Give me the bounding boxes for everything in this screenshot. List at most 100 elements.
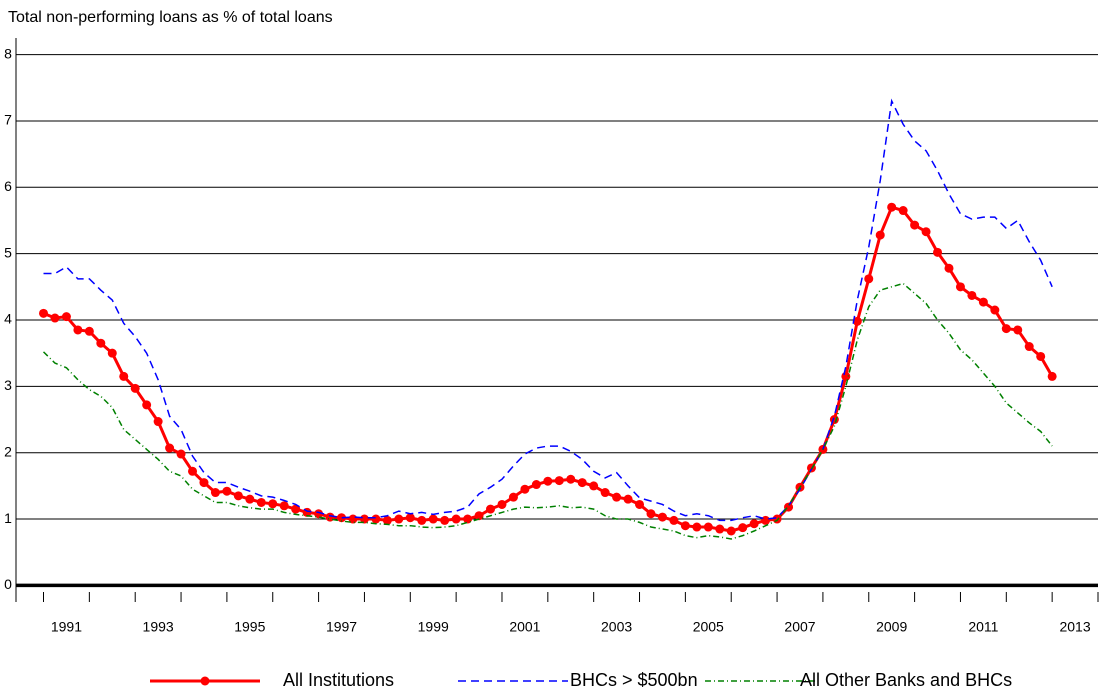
y-tick-label: 7 [4, 112, 12, 128]
x-tick-label: 1995 [234, 619, 265, 635]
series-marker [279, 501, 289, 511]
series-marker [875, 230, 885, 240]
y-tick-label: 8 [4, 45, 12, 61]
y-tick-label: 5 [4, 244, 12, 260]
y-tick-label: 3 [4, 377, 12, 393]
series-marker [96, 338, 106, 348]
series-marker [589, 481, 599, 491]
series-marker [680, 521, 690, 531]
series-marker [703, 522, 713, 532]
y-tick-label: 6 [4, 178, 12, 194]
series-marker [268, 499, 278, 509]
series-marker [508, 492, 518, 502]
series-marker [1013, 325, 1023, 335]
x-tick-label: 2005 [693, 619, 724, 635]
series-marker [256, 497, 266, 507]
series-marker [967, 290, 977, 300]
x-tick-label: 2009 [876, 619, 907, 635]
series-marker [199, 478, 209, 488]
series-marker [1047, 371, 1057, 381]
x-tick-label: 1997 [326, 619, 357, 635]
legend-label: All Institutions [283, 670, 394, 690]
series-marker [486, 504, 496, 514]
series-marker [222, 486, 232, 496]
x-tick-label: 2001 [509, 619, 540, 635]
series-marker [864, 274, 874, 284]
x-tick-label: 1999 [418, 619, 449, 635]
series-marker [646, 509, 656, 519]
y-tick-label: 1 [4, 510, 12, 526]
series-marker [337, 513, 347, 523]
series-marker [497, 499, 507, 509]
series-marker [749, 519, 759, 529]
series-marker [245, 494, 255, 504]
series-marker [394, 514, 404, 524]
series-marker [543, 476, 553, 486]
series-marker [405, 513, 415, 523]
legend-label: BHCs > $500bn [570, 670, 698, 690]
series-marker [130, 383, 140, 393]
series-marker [657, 512, 667, 522]
series-marker [898, 206, 908, 216]
series-marker [612, 492, 622, 502]
y-tick-label: 0 [4, 576, 12, 592]
series-marker [474, 511, 484, 521]
x-tick-label: 2007 [784, 619, 815, 635]
series-line [43, 98, 1053, 522]
series-marker [107, 348, 117, 358]
y-tick-label: 2 [4, 443, 12, 459]
series-marker [738, 523, 748, 533]
series-marker [417, 515, 427, 525]
series-marker [61, 312, 71, 322]
series-marker [566, 474, 576, 484]
series-marker [142, 400, 152, 410]
series-marker [692, 522, 702, 532]
series-marker [371, 514, 381, 524]
series-marker [910, 220, 920, 230]
series-marker [978, 297, 988, 307]
series-marker [73, 325, 83, 335]
series-line [42, 282, 1053, 540]
series-marker [990, 305, 1000, 315]
series-marker [39, 308, 49, 318]
series-marker [50, 313, 60, 323]
series-marker [852, 316, 862, 326]
series-marker [291, 504, 301, 514]
series-marker [1024, 342, 1034, 352]
series-marker [887, 202, 897, 212]
series-marker [428, 514, 438, 524]
series-marker [669, 515, 679, 525]
x-tick-label: 2013 [1059, 619, 1090, 635]
series-marker [314, 509, 324, 519]
series-marker [451, 514, 461, 524]
series-marker [440, 515, 450, 525]
series-marker [188, 466, 198, 476]
series-marker [359, 514, 369, 524]
series-marker [165, 443, 175, 453]
x-tick-label: 2003 [601, 619, 632, 635]
series-marker [210, 488, 220, 498]
series-marker [944, 263, 954, 273]
series-marker [829, 415, 839, 425]
series-marker [520, 484, 530, 494]
series-marker [955, 282, 965, 292]
series-marker [577, 478, 587, 488]
series-marker [921, 227, 931, 237]
series-marker [600, 488, 610, 498]
series-marker [1001, 324, 1011, 334]
series-marker [84, 326, 94, 336]
series-marker [153, 417, 163, 427]
series-marker [233, 491, 243, 501]
series-marker [635, 499, 645, 509]
series-marker [726, 526, 736, 536]
series-marker [119, 371, 129, 381]
series-marker [623, 494, 633, 504]
x-tick-label: 1991 [51, 619, 82, 635]
legend-label: All Other Banks and BHCs [800, 670, 1012, 690]
series-marker [531, 480, 541, 490]
x-tick-label: 1993 [143, 619, 174, 635]
series-marker [382, 515, 392, 525]
series-marker [933, 247, 943, 257]
series-marker [715, 524, 725, 534]
